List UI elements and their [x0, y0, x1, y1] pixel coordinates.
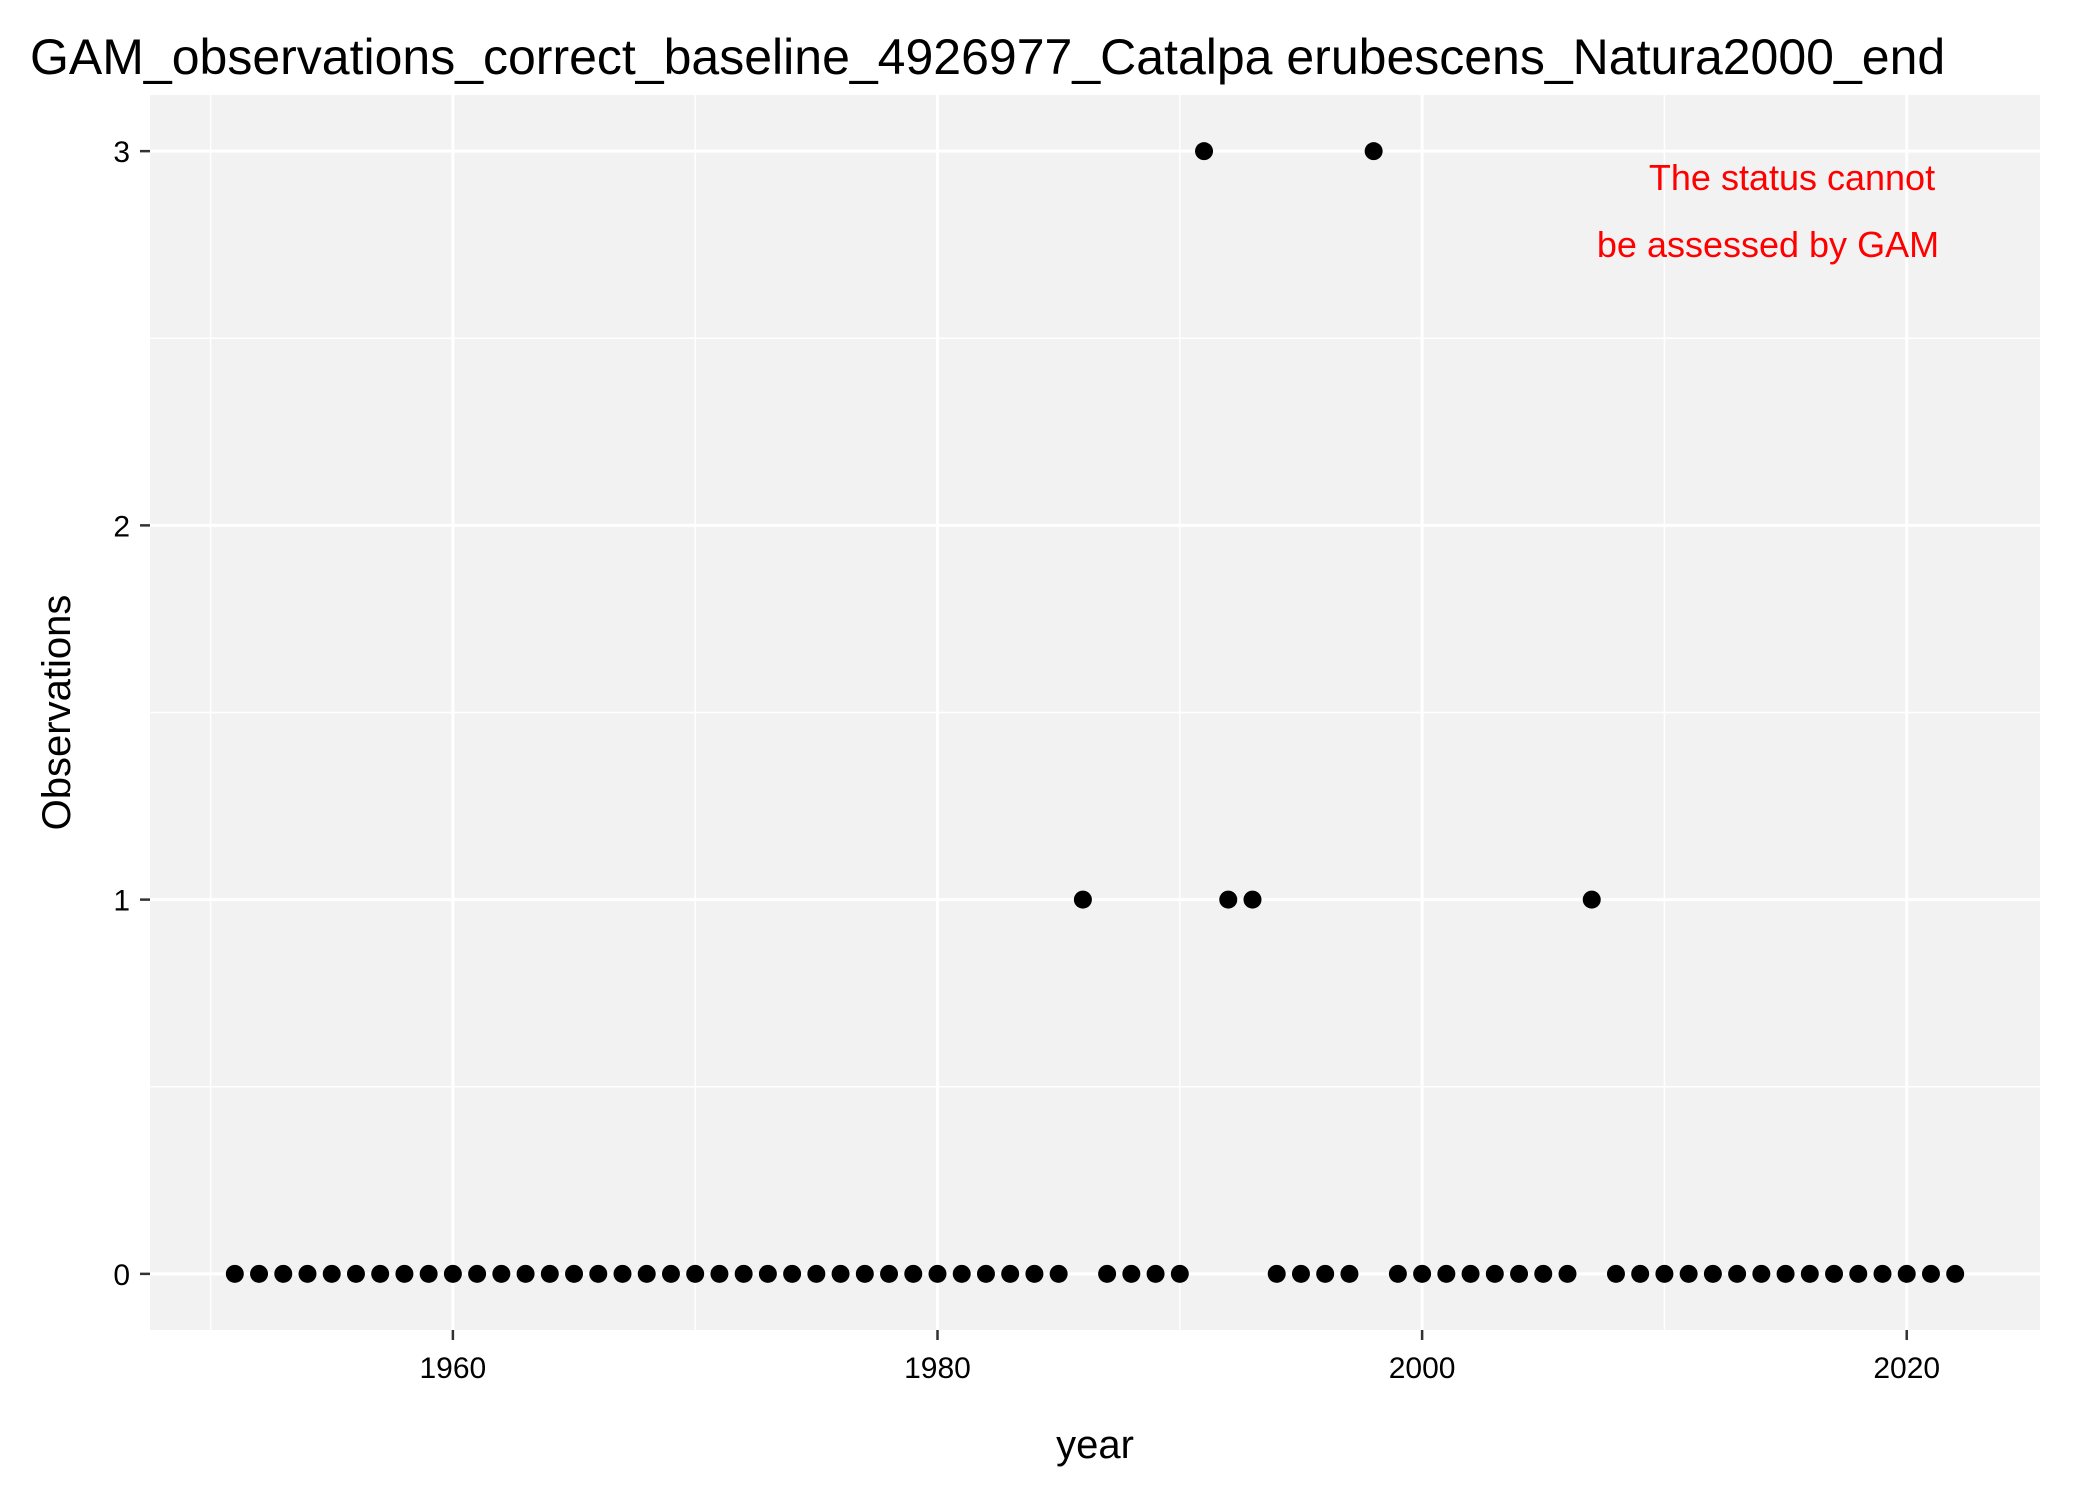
data-point: [880, 1264, 899, 1283]
y-tick-label: 1: [113, 885, 130, 918]
data-point: [1849, 1264, 1868, 1283]
data-point: [783, 1264, 802, 1283]
data-point: [1291, 1264, 1310, 1283]
data-point: [1825, 1264, 1844, 1283]
data-point: [1195, 142, 1214, 161]
data-point: [1316, 1264, 1335, 1283]
data-point: [225, 1264, 244, 1283]
data-point: [613, 1264, 632, 1283]
axis-ticks: [140, 149, 1908, 1340]
x-tick-label: 1980: [904, 1352, 971, 1385]
data-point: [1122, 1264, 1141, 1283]
data-point: [540, 1264, 559, 1283]
data-point: [419, 1264, 438, 1283]
data-point: [1655, 1264, 1674, 1283]
data-point: [1364, 142, 1383, 161]
data-points: [225, 142, 1965, 1283]
data-point: [1073, 890, 1092, 909]
data-point: [1485, 1264, 1504, 1283]
data-point: [565, 1264, 584, 1283]
status-annotation-line-2: be assessed by GAM: [1597, 224, 1939, 265]
data-point: [250, 1264, 269, 1283]
data-point: [492, 1264, 511, 1283]
data-point: [1340, 1264, 1359, 1283]
data-point: [346, 1264, 365, 1283]
data-point: [1170, 1264, 1189, 1283]
data-point: [1146, 1264, 1165, 1283]
y-tick-label: 3: [113, 136, 130, 169]
data-point: [1001, 1264, 1020, 1283]
tick-labels: 1960 1980 2000 2020 0 1 2 3: [113, 136, 1940, 1385]
data-point: [855, 1264, 874, 1283]
data-point: [589, 1264, 608, 1283]
status-annotation-line-1: The status cannot: [1649, 157, 1935, 198]
chart-title: GAM_observations_correct_baseline_492697…: [30, 29, 1945, 85]
data-point: [1413, 1264, 1432, 1283]
data-point: [710, 1264, 729, 1283]
data-point: [1606, 1264, 1625, 1283]
data-point: [1873, 1264, 1892, 1283]
data-point: [1800, 1264, 1819, 1283]
data-point: [516, 1264, 535, 1283]
data-point: [1679, 1264, 1698, 1283]
data-point: [637, 1264, 656, 1283]
data-point: [1946, 1264, 1965, 1283]
x-tick-label: 1960: [420, 1352, 487, 1385]
x-axis-title: year: [1056, 1423, 1134, 1467]
data-point: [1098, 1264, 1117, 1283]
data-point: [395, 1264, 414, 1283]
data-point: [1897, 1264, 1916, 1283]
data-point: [322, 1264, 341, 1283]
data-point: [298, 1264, 317, 1283]
data-point: [831, 1264, 850, 1283]
data-point: [904, 1264, 923, 1283]
data-point: [1558, 1264, 1577, 1283]
x-tick-label: 2000: [1389, 1352, 1456, 1385]
data-point: [807, 1264, 826, 1283]
data-point: [1243, 890, 1262, 909]
data-point: [952, 1264, 971, 1283]
data-point: [661, 1264, 680, 1283]
data-point: [1752, 1264, 1771, 1283]
data-point: [928, 1264, 947, 1283]
y-tick-label: 2: [113, 510, 130, 543]
data-point: [1267, 1264, 1286, 1283]
data-point: [1025, 1264, 1044, 1283]
data-point: [1703, 1264, 1722, 1283]
data-point: [1461, 1264, 1480, 1283]
data-point: [468, 1264, 487, 1283]
data-point: [1049, 1264, 1068, 1283]
data-point: [758, 1264, 777, 1283]
data-point: [1534, 1264, 1553, 1283]
data-point: [274, 1264, 293, 1283]
data-point: [1219, 890, 1238, 909]
data-point: [734, 1264, 753, 1283]
data-point: [1631, 1264, 1650, 1283]
y-tick-label: 0: [113, 1259, 130, 1292]
data-point: [686, 1264, 705, 1283]
data-point: [1776, 1264, 1795, 1283]
x-tick-label: 2020: [1873, 1352, 1940, 1385]
y-axis-title: Observations: [35, 595, 79, 831]
major-gridlines: [150, 95, 2040, 1330]
data-point: [1437, 1264, 1456, 1283]
data-point: [1921, 1264, 1940, 1283]
data-point: [371, 1264, 390, 1283]
data-point: [1728, 1264, 1747, 1283]
data-point: [1582, 890, 1601, 909]
data-point: [976, 1264, 995, 1283]
minor-gridlines: [150, 95, 2040, 1330]
data-point: [1388, 1264, 1407, 1283]
data-point: [443, 1264, 462, 1283]
data-point: [1510, 1264, 1529, 1283]
